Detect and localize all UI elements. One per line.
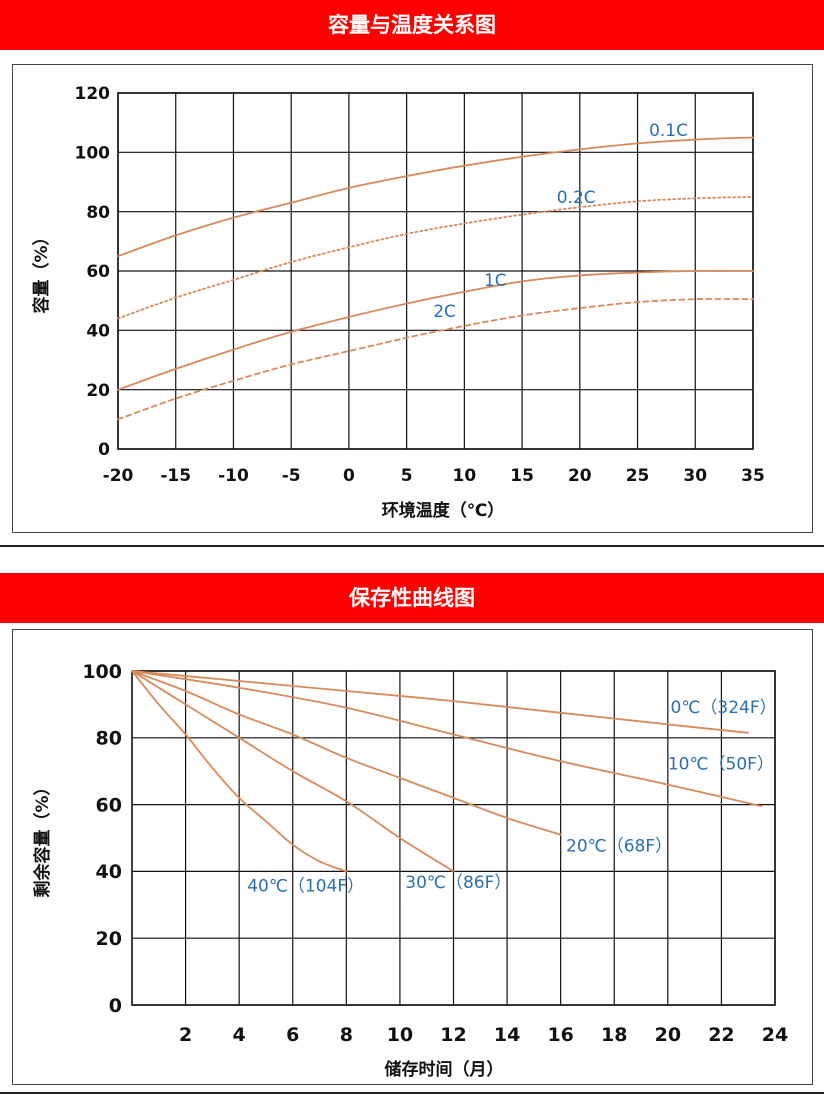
chart2-series-line-2: [131, 670, 763, 808]
chart1-series-line-3: [117, 270, 754, 391]
chart1-y-tick-label: 60: [86, 262, 110, 282]
chart1-y-axis-title: 容量（%）: [31, 228, 52, 313]
chart1-series-label-1: 0.1C: [649, 121, 688, 141]
divider-line: [0, 545, 824, 547]
chart1-y-tick-label: 80: [86, 203, 110, 223]
chart1-x-axis-title: 环境温度（℃）: [382, 500, 505, 521]
chart2-x-axis-title: 储存时间（月）: [385, 1059, 504, 1080]
chart2-series-label-5: 40℃（104F）: [247, 876, 364, 896]
chart1-series-line-1: [117, 136, 754, 258]
chart2-x-tick-label: 22: [708, 1024, 734, 1046]
chart1-x-tick-label: 35: [741, 466, 765, 486]
chart2-x-tick-label: 24: [762, 1024, 788, 1046]
chart1-x-tick-label: 0: [343, 466, 355, 486]
chart1-x-tick-label: 15: [510, 466, 534, 486]
chart2-x-tick-label: 10: [387, 1024, 413, 1046]
chart1-y-tick-label: 120: [75, 84, 111, 104]
chart1-x-tick-label: 25: [626, 466, 650, 486]
chart1-x-tick-label: 10: [453, 466, 477, 486]
chart2-series-label-4: 30℃（86F）: [405, 873, 511, 893]
chart2-series-line-1: [131, 670, 750, 734]
chart2-y-tick-label: 20: [96, 928, 122, 950]
chart1-y-tick-label: 100: [75, 143, 111, 163]
chart1-series-label-2: 0.2C: [557, 188, 596, 208]
chart2-x-tick-label: 12: [440, 1024, 466, 1046]
chart2-x-tick-label: 2: [179, 1024, 192, 1046]
chart2-x-tick-label: 4: [233, 1024, 246, 1046]
chart2-series-line-3: [131, 670, 562, 836]
chart1-x-tick-label: -20: [103, 466, 134, 486]
chart2-x-tick-label: 14: [494, 1024, 520, 1046]
chart2-x-tick-label: 18: [601, 1024, 627, 1046]
chart2-y-tick-label: 100: [82, 661, 122, 683]
chart2-banner: 保存性曲线图: [0, 573, 824, 623]
chart2-y-tick-label: 80: [96, 728, 122, 750]
chart1-y-tick-label: 20: [86, 381, 110, 401]
chart1-series-line-2: [117, 195, 754, 320]
chart2-series-line-5: [131, 670, 348, 873]
chart2-x-tick-label: 16: [547, 1024, 573, 1046]
chart2-series-line-4: [131, 670, 455, 873]
chart1-x-tick-label: -5: [282, 466, 301, 486]
chart1-y-tick-label: 40: [86, 321, 110, 341]
chart2-series-label-1: 0℃（324F）: [671, 698, 777, 718]
chart1-x-tick-label: -15: [160, 466, 191, 486]
chart2-y-tick-label: 60: [96, 794, 122, 816]
chart2-series-label-3: 20℃（68F）: [566, 836, 672, 856]
chart1-x-tick-label: -10: [218, 466, 249, 486]
chart1-series-label-3: 1C: [484, 271, 507, 291]
chart1-x-tick-label: 5: [401, 466, 413, 486]
chart2-x-tick-label: 6: [286, 1024, 299, 1046]
chart2-series-label-2: 10℃（50F）: [668, 755, 774, 775]
chart1-series-line-4: [117, 298, 754, 421]
chart1-x-tick-label: 30: [683, 466, 707, 486]
chart1-banner: 容量与温度关系图: [0, 0, 824, 50]
bottom-line: [0, 1092, 824, 1094]
chart1-series-label-4: 2C: [433, 302, 456, 322]
chart2-x-tick-label: 8: [340, 1024, 353, 1046]
chart1-y-tick-label: 0: [98, 440, 110, 460]
chart2-y-tick-label: 40: [96, 861, 122, 883]
chart2-y-tick-label: 0: [109, 995, 122, 1017]
chart2-x-tick-label: 20: [655, 1024, 681, 1046]
chart1-frame: [12, 64, 813, 533]
chart2-y-axis-title: 剩余容量（%）: [32, 778, 53, 897]
chart1-x-tick-label: 20: [568, 466, 592, 486]
chart2-frame: [12, 629, 813, 1085]
